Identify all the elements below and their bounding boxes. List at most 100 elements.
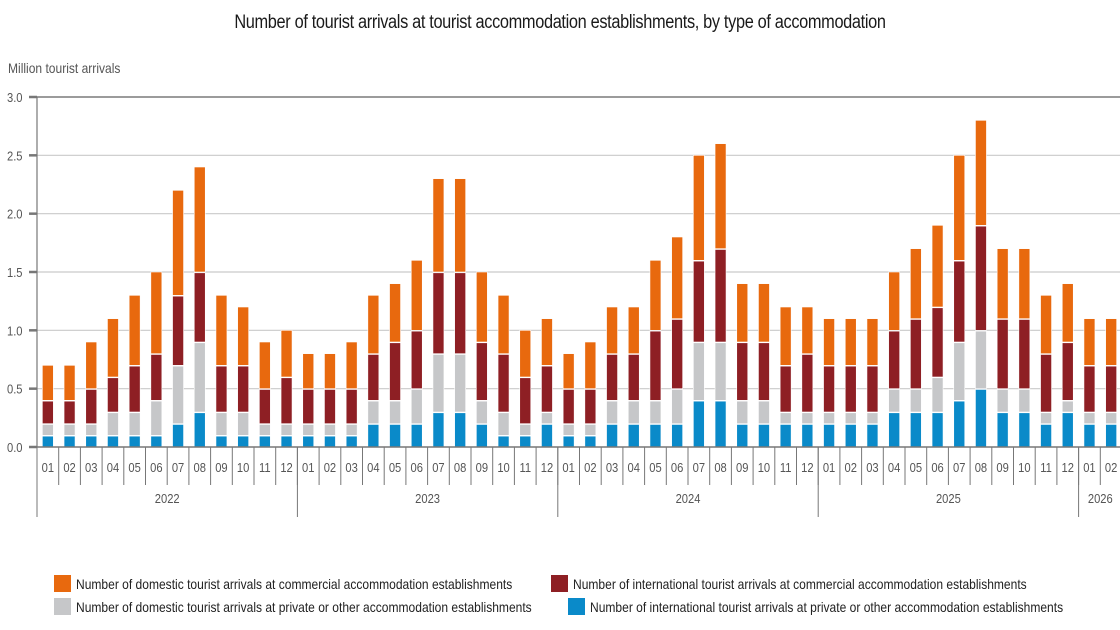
bar-segment [215, 435, 228, 448]
bar-segment [606, 354, 618, 401]
bar-segment [931, 307, 944, 378]
x-tick-label: 02 [584, 460, 597, 475]
x-tick-label: 03 [345, 460, 358, 475]
bar-segment [172, 295, 184, 366]
bar-segment [1105, 365, 1117, 413]
bar-segment [975, 120, 987, 226]
bar-segment [410, 260, 423, 331]
bar-segment [910, 319, 922, 389]
bar-segment [432, 178, 445, 273]
bar-segment [758, 342, 770, 401]
x-tick-label: 04 [888, 460, 901, 475]
bar-segment [237, 412, 249, 436]
bar-segment [150, 435, 163, 448]
bar-segment [866, 412, 879, 424]
bar-segment [931, 225, 944, 308]
bar-segment [779, 412, 792, 424]
bar-segment [259, 435, 271, 448]
x-tick-label: 03 [866, 460, 879, 475]
x-tick-label: 12 [280, 460, 293, 475]
bar-segment [172, 365, 184, 424]
bar-segment [237, 306, 249, 366]
y-tick-label: 2.0 [7, 207, 23, 222]
bar-segment [910, 248, 922, 319]
bar-segment [324, 353, 336, 389]
bar-segment [259, 341, 271, 389]
bar-segment [128, 435, 141, 448]
bar-segment [1061, 342, 1074, 401]
legend-swatch [54, 598, 71, 615]
bar-segment [85, 424, 98, 436]
bar-segment [150, 400, 163, 436]
bar-segment [454, 272, 466, 354]
x-tick-label: 05 [128, 460, 141, 475]
bar-segment [389, 400, 401, 424]
x-tick-label: 07 [432, 460, 445, 475]
legend-item-domestic-private: Number of domestic tourist arrivals at p… [54, 598, 606, 615]
x-tick-label: 07 [172, 460, 185, 475]
bar-segment [367, 354, 380, 401]
bar-segment [42, 400, 54, 424]
bar-segment [432, 412, 445, 448]
x-tick-label: 12 [801, 460, 814, 475]
x-tick-label: 01 [823, 460, 836, 475]
bar-segment [714, 143, 727, 249]
bar-segment [736, 400, 749, 424]
bar-segment [410, 389, 423, 424]
bar-segment [476, 271, 488, 343]
bar-segment [367, 400, 380, 424]
bar-segment [801, 424, 814, 448]
bar-segment [107, 412, 119, 436]
bar-segment [193, 166, 206, 273]
bar-segment [584, 435, 597, 448]
x-tick-label: 04 [107, 460, 120, 475]
x-tick-label: 01 [1083, 460, 1096, 475]
bar-segment [237, 365, 249, 413]
bar-segment [1018, 248, 1031, 319]
bar-segment [128, 412, 141, 436]
bar-segment [801, 412, 814, 424]
bar-segment [280, 330, 293, 378]
y-tick-label: 3.0 [7, 90, 23, 105]
y-tick-label: 1.5 [7, 265, 23, 280]
bar-segment [541, 424, 553, 448]
bar-segment [541, 318, 553, 366]
bar-segment [215, 295, 228, 366]
bar-segment [107, 435, 119, 448]
bar-segment [172, 190, 184, 296]
bar-segment [584, 341, 597, 389]
x-tick-label: 03 [606, 460, 619, 475]
bar-segment [627, 424, 640, 448]
y-axis-title: Million tourist arrivals [8, 60, 121, 76]
bar-segment [671, 236, 683, 319]
bar-segment [779, 424, 792, 448]
bar-segment [1018, 412, 1031, 448]
bar-segment [1105, 424, 1117, 448]
bar-segment [1018, 389, 1031, 413]
bar-segment [259, 389, 271, 424]
y-tick-label: 1.0 [7, 324, 23, 339]
bar-segment [996, 389, 1009, 413]
x-tick-label: 06 [411, 460, 424, 475]
bar-segment [302, 353, 315, 389]
legend-label: Number of international tourist arrivals… [573, 575, 1027, 592]
bar-segment [953, 260, 966, 343]
x-tick-label: 08 [454, 460, 467, 475]
bar-segment [85, 389, 98, 424]
x-tick-label: 09 [215, 460, 228, 475]
x-tick-label: 07 [953, 460, 966, 475]
bar-segment [1105, 318, 1117, 366]
bar-segment [454, 412, 466, 448]
bar-segment [693, 342, 705, 401]
bar-segment [823, 318, 835, 366]
x-tick-label: 01 [42, 460, 55, 475]
x-axis: 01 02 03 04 05 06 07 08 09 10 11 12 01 02 03 04 05 06 07 08… [36, 446, 1120, 517]
bar-segment [584, 424, 597, 436]
x-tick-label: 12 [1062, 460, 1075, 475]
x-tick-label: 10 [237, 460, 250, 475]
x-tick-label: 10 [497, 460, 510, 475]
bar-segment [758, 283, 770, 343]
bar-segment [367, 295, 380, 354]
bar-segment [410, 330, 423, 389]
bar-segment [1083, 365, 1096, 413]
